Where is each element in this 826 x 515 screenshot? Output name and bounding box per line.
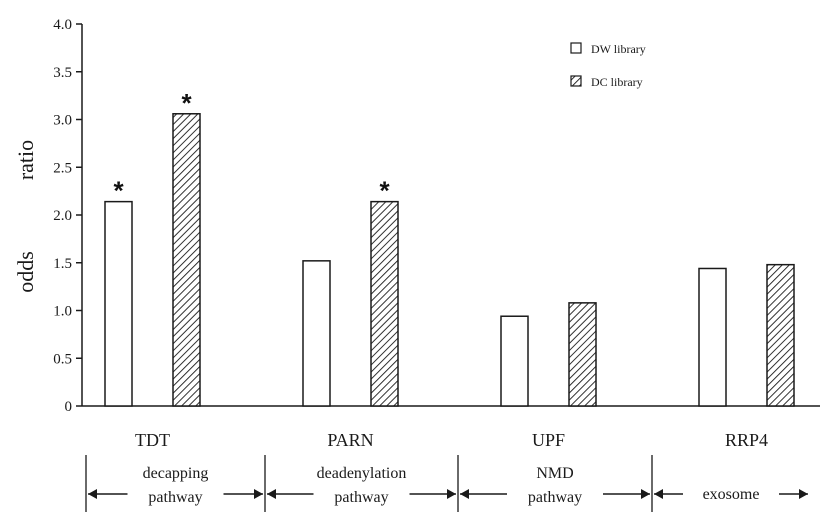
- bar-tdt-dc: [172, 113, 201, 407]
- y-tick-label: 1.0: [53, 304, 72, 320]
- y-tick-label: 4.0: [53, 17, 72, 33]
- arrow-right-icon: [447, 489, 456, 499]
- category-label: RRP4: [725, 430, 768, 450]
- bar-rrp4-dw: [698, 267, 727, 407]
- arrow-left-icon: [654, 489, 663, 499]
- y-tick-label: 2.0: [53, 208, 72, 224]
- arrow-left-icon: [267, 489, 276, 499]
- legend-label: DC library: [591, 75, 643, 89]
- y-axis-title-part: odds: [13, 251, 38, 293]
- y-tick-label: 3.0: [53, 113, 72, 129]
- group-label: pathway: [334, 489, 388, 506]
- group-label: decapping: [143, 465, 209, 482]
- y-tick-label: 0: [65, 399, 73, 415]
- category-label: UPF: [532, 430, 565, 450]
- axes: 0 0.5 1.0 1.5 2.0 2.5 3.0 3.5 4.0 ratio odds: [13, 17, 820, 415]
- significance-star: *: [113, 176, 124, 206]
- bar-parn-dw: [302, 260, 331, 407]
- arrow-right-icon: [254, 489, 263, 499]
- significance-star: *: [181, 88, 192, 118]
- arrow-right-icon: [799, 489, 808, 499]
- bar-tdt-dw: [104, 200, 133, 407]
- group-label: NMD: [536, 465, 573, 482]
- category-label: TDT: [135, 430, 170, 450]
- y-tick-label: 2.5: [53, 160, 72, 176]
- y-tick-label: 3.5: [53, 65, 72, 81]
- legend-label: DW library: [591, 42, 646, 56]
- labels: TDT PARN UPF RRP4 decapping pathway deadenylat…: [85, 430, 808, 512]
- bar-rrp4-dc: [766, 263, 795, 407]
- arrow-left-icon: [88, 489, 97, 499]
- group-label: deadenylation: [317, 465, 407, 482]
- legend: DW library DC library: [570, 42, 646, 89]
- y-tick-label: 1.5: [53, 256, 72, 272]
- bar-upf-dc: [568, 302, 597, 407]
- legend-swatch: [570, 75, 582, 87]
- y-axis-title-part: ratio: [13, 140, 38, 180]
- y-tick-label: 0.5: [53, 351, 72, 367]
- group-label: pathway: [148, 489, 202, 506]
- arrow-right-icon: [641, 489, 650, 499]
- bar-upf-dw: [500, 315, 529, 407]
- bar-parn-dc: [370, 200, 399, 407]
- significance-star: *: [379, 176, 390, 206]
- group-label: exosome: [703, 486, 760, 503]
- category-label: PARN: [327, 430, 373, 450]
- bars: * * *: [104, 88, 795, 407]
- legend-swatch: [570, 42, 582, 54]
- group-label: pathway: [528, 489, 582, 506]
- arrow-left-icon: [460, 489, 469, 499]
